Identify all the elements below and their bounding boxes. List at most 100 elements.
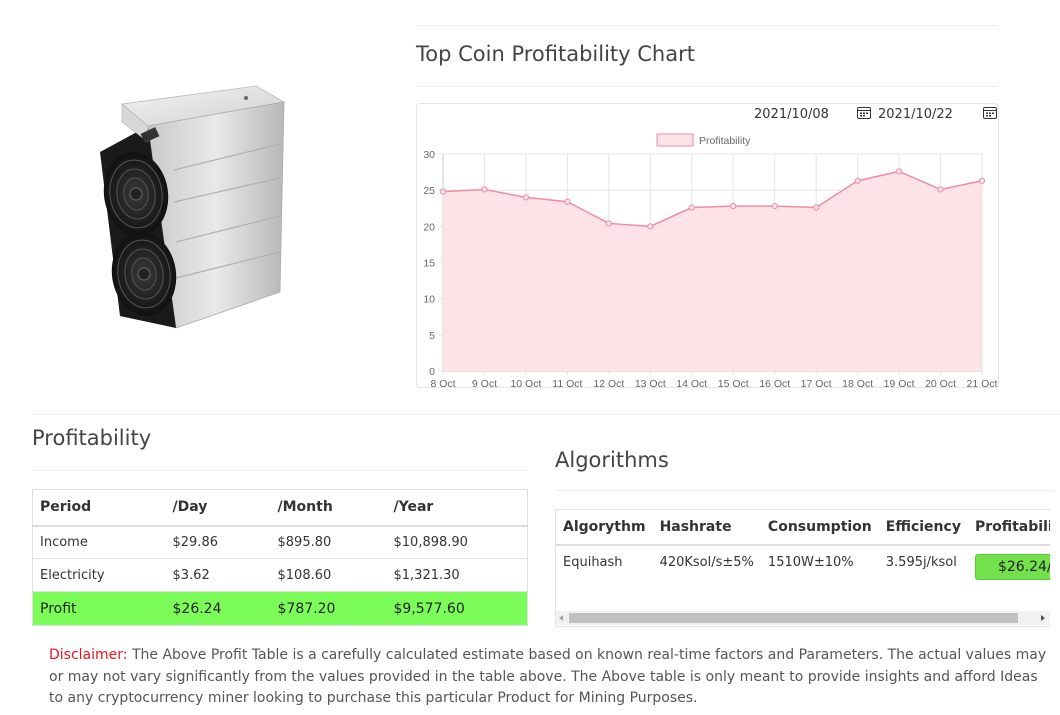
data-point	[895, 168, 903, 175]
table-cell: $29.86	[165, 525, 271, 559]
y-tick-label: 15	[423, 258, 435, 270]
x-tick-label: 11 Oct	[552, 378, 582, 389]
table-cell: Income	[32, 525, 166, 559]
table-cell: Profit	[32, 591, 166, 626]
calendar-icon[interactable]	[982, 106, 997, 123]
algorithm-cell: Equihash	[563, 555, 623, 570]
efficiency-cell: 3.595j/ksol	[885, 555, 957, 570]
series-line	[442, 170, 983, 228]
x-tick-label: 17 Oct	[801, 378, 832, 389]
data-point	[605, 220, 612, 227]
column-header: /Year	[386, 489, 528, 527]
table-cell: $787.20	[270, 591, 387, 626]
table-cell: $9,577.60	[386, 591, 528, 626]
data-point	[854, 177, 861, 184]
x-tick-label: 20 Oct	[925, 378, 956, 389]
hashrate-cell: 420Ksol/s±5%	[659, 555, 754, 570]
algorithms-title-divider	[555, 490, 1055, 491]
consumption-cell: 1510W±10%	[767, 555, 854, 570]
data-point	[688, 204, 695, 211]
algorithms-table: Algorythm Hashrate Consumption Efficienc…	[556, 510, 1050, 590]
x-tick-label: 13 Oct	[635, 378, 666, 389]
x-tick-label: 10 Oct	[510, 378, 541, 389]
asic-miner-product-image	[100, 85, 286, 329]
x-tick-label: 21 Oct	[967, 378, 998, 389]
scrollbar-thumb[interactable]	[569, 613, 1018, 623]
chart-title-divider	[416, 86, 998, 87]
column-header: Algorythm	[556, 510, 653, 546]
table-row: Income $29.86 $895.80 $10,898.90	[32, 525, 528, 559]
data-point	[730, 202, 737, 210]
y-tick-label: 25	[423, 185, 435, 197]
data-point	[978, 177, 986, 184]
x-tick-label: 12 Oct	[593, 378, 624, 389]
x-tick-label: 14 Oct	[676, 378, 707, 389]
x-tick-label: 9 Oct	[472, 378, 497, 389]
table-cell: $895.80	[270, 525, 387, 559]
x-tick-label: 16 Oct	[759, 378, 790, 389]
column-header: /Month	[270, 489, 387, 527]
x-tick-label: 15 Oct	[718, 378, 749, 389]
y-tick-label: 20	[423, 221, 435, 233]
legend-swatch	[656, 133, 694, 147]
data-point	[771, 202, 778, 210]
profitability-chart-panel: 2021/10/08 2021/10/22 0 5 10 15 20 25 30 8 Oct 9…	[416, 103, 999, 389]
profitability-badge[interactable]: $26.24/day i	[974, 554, 1050, 580]
profit-row: Profit $26.24 $787.20 $9,577.60	[32, 591, 528, 626]
scroll-left-arrow-icon[interactable]	[559, 615, 563, 621]
profitability-cell: $26.24/day i	[968, 545, 1050, 590]
x-tick-label: 18 Oct	[842, 378, 873, 389]
disclaimer-body: The Above Profit Table is a carefully ca…	[49, 647, 1047, 706]
table-cell: Electricity	[32, 558, 166, 592]
profitability-line-chart: 0 5 10 15 20 25 30 8 Oct 9 Oct 10 Oct 11 Oct 12 Oct…	[423, 133, 998, 389]
table-row: Equihash 420Ksol/s±5% 1510W±10% 3.595j/k…	[556, 545, 1050, 590]
algorithms-title: Algorithms	[555, 448, 669, 472]
column-header: Hashrate	[652, 510, 761, 546]
data-point	[439, 188, 447, 195]
x-tick-label: 8 Oct	[430, 378, 455, 389]
table-cell: $108.60	[270, 558, 387, 592]
table-cell: $3.62	[165, 558, 271, 592]
disclaimer-label: Disclaimer:	[49, 647, 128, 663]
column-header: Profitability	[967, 510, 1050, 546]
data-point	[522, 194, 530, 201]
date-from-picker[interactable]: 2021/10/08	[754, 106, 871, 123]
table-header-row: Period /Day /Month /Year	[32, 489, 528, 527]
table-cell: $26.24	[165, 591, 271, 626]
data-point	[813, 204, 820, 211]
series-area-fill	[443, 171, 982, 371]
calendar-icon[interactable]	[856, 106, 871, 123]
column-header: Consumption	[760, 510, 879, 546]
table-cell: $1,321.30	[386, 558, 528, 592]
column-header: /Day	[165, 489, 271, 527]
date-from-value[interactable]: 2021/10/08	[754, 107, 829, 122]
horizontal-scrollbar[interactable]	[556, 611, 1050, 625]
column-header: Efficiency	[878, 510, 968, 546]
x-tick-label: 19 Oct	[884, 378, 915, 389]
legend-label: Profitability	[699, 135, 751, 147]
data-point	[564, 198, 571, 205]
y-tick-label: 5	[429, 330, 435, 342]
profitability-badge-value: $26.24/day	[997, 559, 1050, 575]
profitability-title: Profitability	[32, 426, 152, 450]
data-point	[937, 186, 944, 193]
table-row: Electricity $3.62 $108.60 $1,321.30	[32, 558, 528, 592]
profitability-title-divider	[32, 470, 528, 471]
section-divider	[32, 414, 1060, 415]
date-to-picker[interactable]: 2021/10/22	[878, 106, 997, 123]
y-tick-label: 0	[429, 366, 435, 378]
top-divider	[416, 25, 998, 26]
y-tick-label: 30	[423, 149, 435, 161]
date-to-value[interactable]: 2021/10/22	[878, 107, 953, 122]
table-header-row: Algorythm Hashrate Consumption Efficienc…	[556, 510, 1050, 546]
table-cell: $10,898.90	[386, 525, 528, 559]
y-tick-label: 10	[423, 294, 435, 306]
data-point	[647, 223, 654, 230]
chart-title: Top Coin Profitability Chart	[416, 42, 695, 66]
profitability-table: Period /Day /Month /Year Income $29.86 $…	[32, 489, 528, 626]
disclaimer-text: Disclaimer: The Above Profit Table is a …	[49, 645, 1049, 710]
algorithms-table-scroll-container[interactable]: Algorythm Hashrate Consumption Efficienc…	[555, 509, 1050, 627]
scroll-right-arrow-icon[interactable]	[1041, 615, 1045, 621]
data-point	[481, 186, 488, 193]
column-header: Period	[32, 489, 166, 527]
